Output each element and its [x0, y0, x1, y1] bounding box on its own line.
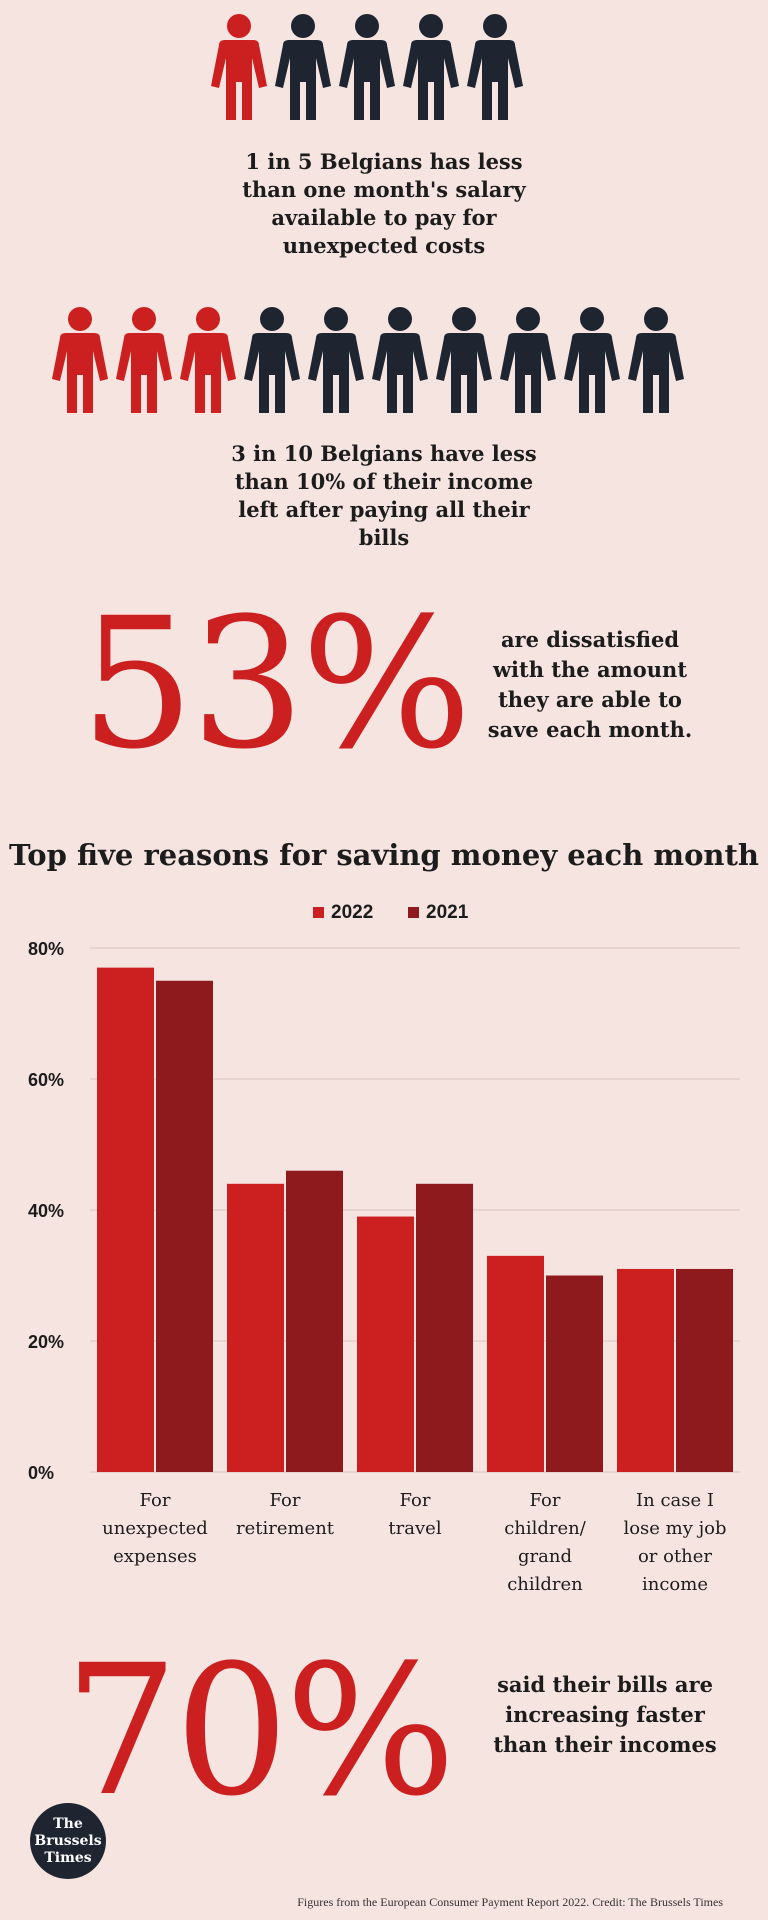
stat-2-line-4: bills — [358, 525, 410, 550]
x-tick-label: For retirement — [236, 1490, 335, 1539]
legend-label-2021: 2021 — [426, 902, 469, 923]
y-tick-label: 20% — [28, 1332, 64, 1352]
stat-4-value: 70% — [64, 1627, 456, 1836]
bar-2022-3 — [487, 1255, 544, 1472]
stat-3-line-3: they are able to — [498, 687, 682, 712]
stat-4-line-3: than their incomes — [493, 1732, 717, 1757]
logo-line-1: The — [53, 1815, 83, 1832]
bar-2022-1 — [227, 1183, 284, 1472]
stat-2-line-3: left after paying all their — [238, 497, 530, 522]
bar-2021-4 — [676, 1268, 733, 1472]
y-tick-label: 0% — [28, 1463, 54, 1483]
brussels-times-logo: The Brussels Times — [30, 1803, 106, 1879]
logo-line-3: Times — [44, 1849, 92, 1866]
stat-2-line-1: 3 in 10 Belgians have less — [231, 441, 537, 466]
logo-line-2: Brussels — [34, 1832, 102, 1849]
x-tick-label: For travel — [388, 1490, 441, 1539]
stat-3-line-4: save each month. — [487, 717, 693, 742]
stat-1-line-4: unexpected costs — [282, 233, 486, 258]
people-row-2 — [52, 307, 684, 413]
person-icon — [628, 307, 684, 413]
bar-2021-1 — [286, 1170, 343, 1472]
stat-1-line-3: available to pay for — [271, 205, 497, 230]
legend-swatch-2022 — [313, 907, 324, 918]
stat-1-text: 1 in 5 Belgians has less than one month'… — [184, 148, 584, 260]
person-icon — [180, 307, 236, 413]
person-icon — [403, 14, 459, 120]
stat-3-line-1: are dissatisfied — [500, 627, 680, 652]
stat-1-line-2: than one month's salary — [242, 177, 526, 202]
stat-4-line-2: increasing faster — [505, 1702, 705, 1727]
legend-swatch-2021 — [408, 907, 419, 918]
person-icon — [244, 307, 300, 413]
people-row-1 — [211, 14, 523, 120]
bar-2022-2 — [357, 1216, 414, 1472]
x-tick-label: For children/grand children — [504, 1490, 587, 1595]
y-tick-label: 80% — [28, 939, 64, 959]
chart-title: Top five reasons for saving money each m… — [9, 838, 759, 872]
person-icon — [275, 14, 331, 120]
bar-chart: 2022 2021 0% 20% 40% 60% 80% For unexpected expen… — [28, 902, 740, 1595]
stat-4-line-1: said their bills are — [497, 1672, 713, 1697]
bar-2021-0 — [156, 980, 213, 1472]
person-icon — [467, 14, 523, 120]
person-icon — [436, 307, 492, 413]
stat-3-text: are dissatisfied with the amount they ar… — [470, 625, 710, 745]
bar-2022-0 — [97, 967, 154, 1472]
person-icon — [116, 307, 172, 413]
legend-label-2022: 2022 — [331, 902, 373, 923]
person-icon — [308, 307, 364, 413]
legend: 2022 2021 — [313, 902, 469, 923]
x-tick-label: For unexpected expenses — [102, 1490, 208, 1567]
y-tick-label: 60% — [28, 1070, 64, 1090]
person-icon — [339, 14, 395, 120]
stat-3-line-2: with the amount — [492, 657, 688, 682]
stat-1-line-1: 1 in 5 Belgians has less — [245, 149, 523, 174]
bar-2021-2 — [416, 1183, 473, 1472]
stat-4-text: said their bills are increasing faster t… — [470, 1670, 740, 1760]
stat-3-value: 53% — [80, 580, 472, 789]
person-icon — [500, 307, 556, 413]
stat-2-text: 3 in 10 Belgians have less than 10% of t… — [174, 440, 594, 552]
person-icon — [372, 307, 428, 413]
person-icon — [564, 307, 620, 413]
bar-2022-4 — [617, 1268, 674, 1472]
y-tick-label: 40% — [28, 1201, 64, 1221]
bar-2021-3 — [546, 1275, 603, 1472]
person-icon — [211, 14, 267, 120]
stat-2-line-2: than 10% of their income — [234, 469, 534, 494]
person-icon — [52, 307, 108, 413]
footer-credit: Figures from the European Consumer Payme… — [297, 1895, 723, 1909]
